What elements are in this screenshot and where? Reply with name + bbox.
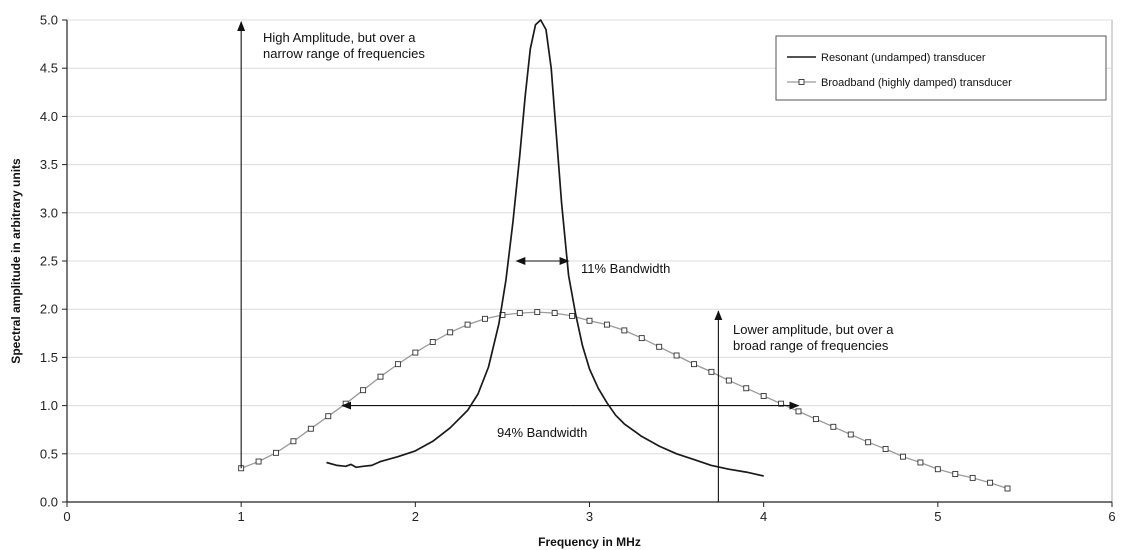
data-point-broadband	[830, 423, 837, 430]
data-point-broadband	[621, 327, 628, 334]
data-point-broadband	[1004, 485, 1011, 492]
data-point-broadband	[708, 368, 715, 375]
data-point-broadband	[377, 373, 384, 380]
y-tick-label: 4.0	[40, 109, 58, 124]
legend-entry-resonant: Resonant (undamped) transducer	[821, 52, 986, 64]
y-tick-label: 0.0	[40, 495, 58, 510]
data-point-broadband	[900, 453, 906, 460]
data-point-broadband	[551, 310, 558, 317]
legend: Resonant (undamped) transducer Broadband…	[775, 35, 1107, 101]
y-tick-label: 2.0	[40, 302, 58, 317]
y-tick-label: 2.5	[40, 254, 58, 269]
y-tick-label: 5.0	[40, 13, 58, 28]
data-point-broadband	[917, 459, 924, 466]
data-point-broadband	[778, 400, 785, 407]
data-point-broadband	[360, 387, 367, 394]
y-tick-label: 0.5	[40, 446, 58, 461]
data-point-broadband	[673, 352, 680, 359]
data-point-broadband	[865, 439, 872, 446]
y-axis-label: Spectral amplitude in arbitrary units	[9, 158, 23, 364]
legend-box	[775, 35, 1107, 101]
data-point-broadband	[638, 335, 645, 342]
data-point-broadband	[534, 309, 541, 316]
data-point-broadband	[429, 339, 436, 345]
data-point-broadband	[882, 446, 889, 452]
series-line-broadband	[240, 311, 1008, 490]
x-axis-label: Frequency in MHz	[538, 535, 641, 549]
annotation-94-bandwidth: 94% Bandwidth	[497, 425, 587, 440]
data-point-broadband	[760, 393, 767, 399]
data-point-broadband	[743, 385, 750, 392]
data-point-broadband	[795, 408, 802, 415]
data-point-broadband	[482, 315, 488, 322]
data-point-broadband	[691, 361, 697, 368]
data-point-broadband	[325, 413, 332, 420]
y-tick-label: 3.0	[40, 205, 58, 220]
data-point-broadband	[812, 416, 819, 423]
data-point-broadband	[725, 377, 732, 384]
x-tick-label: 1	[238, 509, 245, 524]
y-tick-label: 4.5	[40, 61, 58, 76]
data-point-broadband	[516, 310, 523, 317]
data-point-broadband	[394, 361, 401, 368]
series-line-resonant	[326, 19, 764, 477]
data-point-broadband	[952, 471, 959, 477]
data-point-broadband	[447, 329, 454, 336]
legend-entry-broadband: Broadband (highly damped) transducer	[821, 77, 1012, 89]
data-point-broadband	[934, 466, 941, 473]
y-tick-label: 3.5	[40, 157, 58, 172]
data-point-broadband	[412, 349, 419, 356]
annotation-high-amplitude: High Amplitude, but over a	[263, 30, 416, 45]
data-point-broadband	[290, 438, 297, 445]
axes: 0.0 0.5 1.0 1.5 2.0 2.5 3.0 3.5 4.0 4.5 5.0 0 1 2 3 4 5 6	[40, 13, 1116, 525]
series-layer	[238, 19, 1011, 492]
annotation-11-bandwidth: 11% Bandwidth	[581, 261, 670, 276]
x-tick-label: 0	[63, 509, 70, 524]
x-tick-label: 4	[760, 509, 767, 524]
data-point-broadband	[656, 343, 663, 350]
data-point-broadband	[255, 458, 262, 465]
x-tick-label: 3	[586, 509, 593, 524]
x-tick-label: 2	[412, 509, 419, 524]
annotation-lower-amplitude: Lower amplitude, but over a	[733, 322, 894, 337]
data-point-broadband	[569, 312, 576, 319]
data-point-broadband	[987, 479, 994, 486]
data-point-broadband	[969, 474, 976, 481]
data-point-broadband	[307, 425, 314, 432]
data-point-broadband	[273, 449, 279, 456]
x-tick-label: 5	[934, 509, 941, 524]
data-point-broadband	[603, 321, 610, 328]
data-point-broadband	[464, 321, 471, 328]
annotation-lower-amplitude: broad range of frequencies	[733, 338, 889, 353]
annotation-high-amplitude: narrow range of frequencies	[263, 46, 425, 61]
x-tick-label: 6	[1108, 509, 1115, 524]
legend-marker-broadband	[798, 79, 805, 85]
data-point-broadband	[847, 431, 854, 438]
data-point-broadband	[586, 317, 593, 324]
y-tick-label: 1.0	[40, 398, 58, 413]
y-tick-label: 1.5	[40, 350, 58, 365]
